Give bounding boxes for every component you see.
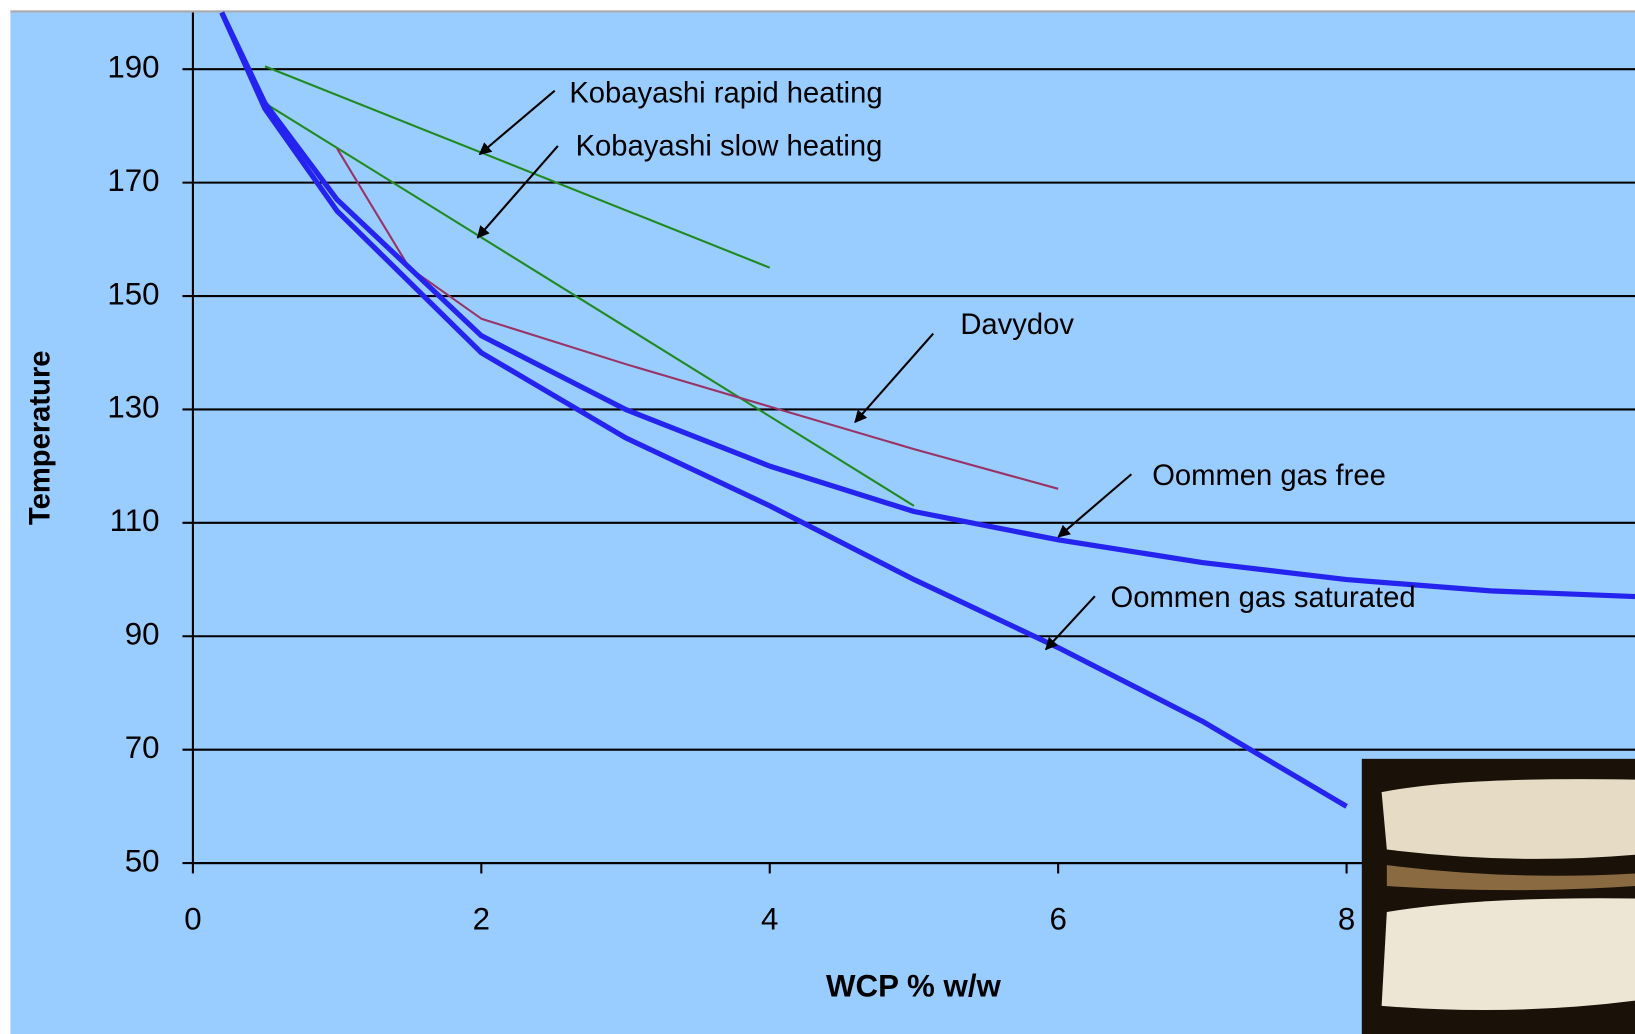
annotation-label: Kobayashi slow heating [576, 131, 883, 163]
annotation-label: Kobayashi rapid heating [569, 78, 882, 110]
y-tick-label: 170 [107, 163, 159, 198]
x-tick-label: 4 [761, 902, 778, 937]
x-tick-label: 2 [473, 902, 490, 937]
annotation-label: Oommen gas free [1152, 460, 1386, 492]
annotation-label: Oommen gas saturated [1111, 582, 1416, 614]
x-axis-title: WCP % w/w [826, 968, 1002, 1003]
chart: Temperature WCP % w/w 50 70 90 110 130 150 170… [0, 0, 1635, 1034]
page: {"chart_data": {"type": "line", "xlabel"… [0, 0, 1635, 1034]
inset-photo [1362, 759, 1635, 1034]
annotation-label: Davydov [960, 309, 1074, 341]
y-tick-label: 130 [107, 390, 159, 425]
y-tick-label: 50 [125, 843, 160, 878]
y-tick-label: 70 [125, 730, 160, 765]
y-axis-title: Temperature [24, 350, 56, 525]
y-tick-label: 110 [110, 503, 160, 538]
x-tick-label: 8 [1338, 902, 1355, 937]
x-tick-label: 6 [1049, 902, 1066, 937]
x-tick-label: 0 [184, 902, 201, 937]
y-tick-label: 150 [107, 276, 159, 311]
y-tick-label: 190 [107, 49, 159, 84]
y-tick-label: 90 [125, 617, 160, 652]
